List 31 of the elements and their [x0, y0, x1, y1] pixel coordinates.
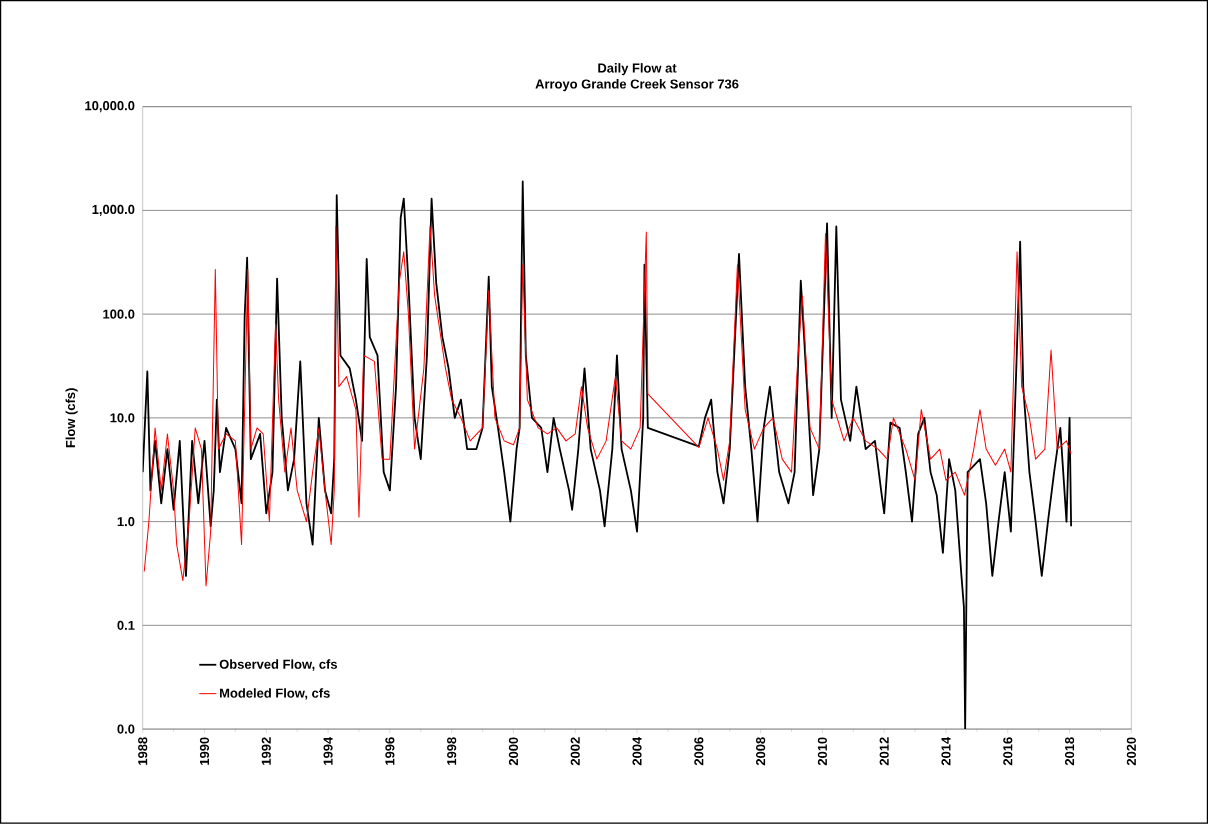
x-tick-label: 1992 — [261, 737, 271, 765]
y-tick-label: 0.0 — [117, 724, 135, 734]
x-tick-label: 1990 — [199, 737, 210, 765]
x-tick-label: 2004 — [632, 737, 642, 766]
x-tick-label: 2008 — [756, 737, 766, 766]
legend-label: Observed Flow, cfs — [219, 659, 337, 671]
y-tick-label: 100.0 — [103, 309, 135, 319]
y-tick-label: 0.1 — [117, 620, 135, 631]
y-tick-label: 1.0 — [117, 517, 135, 527]
chart-subtitle: Arroyo Grande Creek Sensor 736 — [535, 79, 739, 92]
x-tick-label: 1994 — [323, 737, 333, 765]
x-tick-label: 2012 — [879, 737, 889, 766]
y-tick-label: 10,000.0 — [85, 101, 135, 113]
x-tick-label: 2000 — [508, 737, 519, 766]
legend-label: Modeled Flow, cfs — [220, 688, 330, 700]
x-tick-label: 1988 — [138, 737, 148, 765]
chart-title: Daily Flow at — [598, 63, 677, 76]
x-tick-label: 1998 — [447, 737, 457, 765]
x-tick-label: 2018 — [1064, 737, 1075, 766]
line-series — [142, 180, 1073, 730]
x-tick-label: 1996 — [385, 737, 395, 765]
line-series — [143, 226, 1072, 587]
y-tick-label: 10.0 — [110, 413, 135, 423]
x-tick-label: 2016 — [1003, 737, 1013, 766]
y-axis-title: Flow (cfs) — [65, 388, 78, 448]
y-tick-label: 1,000.0 — [92, 204, 135, 217]
x-tick-label: 2010 — [817, 737, 827, 766]
x-tick-label: 2014 — [941, 737, 951, 766]
x-tick-label: 2020 — [1126, 737, 1136, 766]
x-tick-label: 2002 — [570, 737, 580, 766]
x-tick-label: 2006 — [694, 737, 704, 766]
